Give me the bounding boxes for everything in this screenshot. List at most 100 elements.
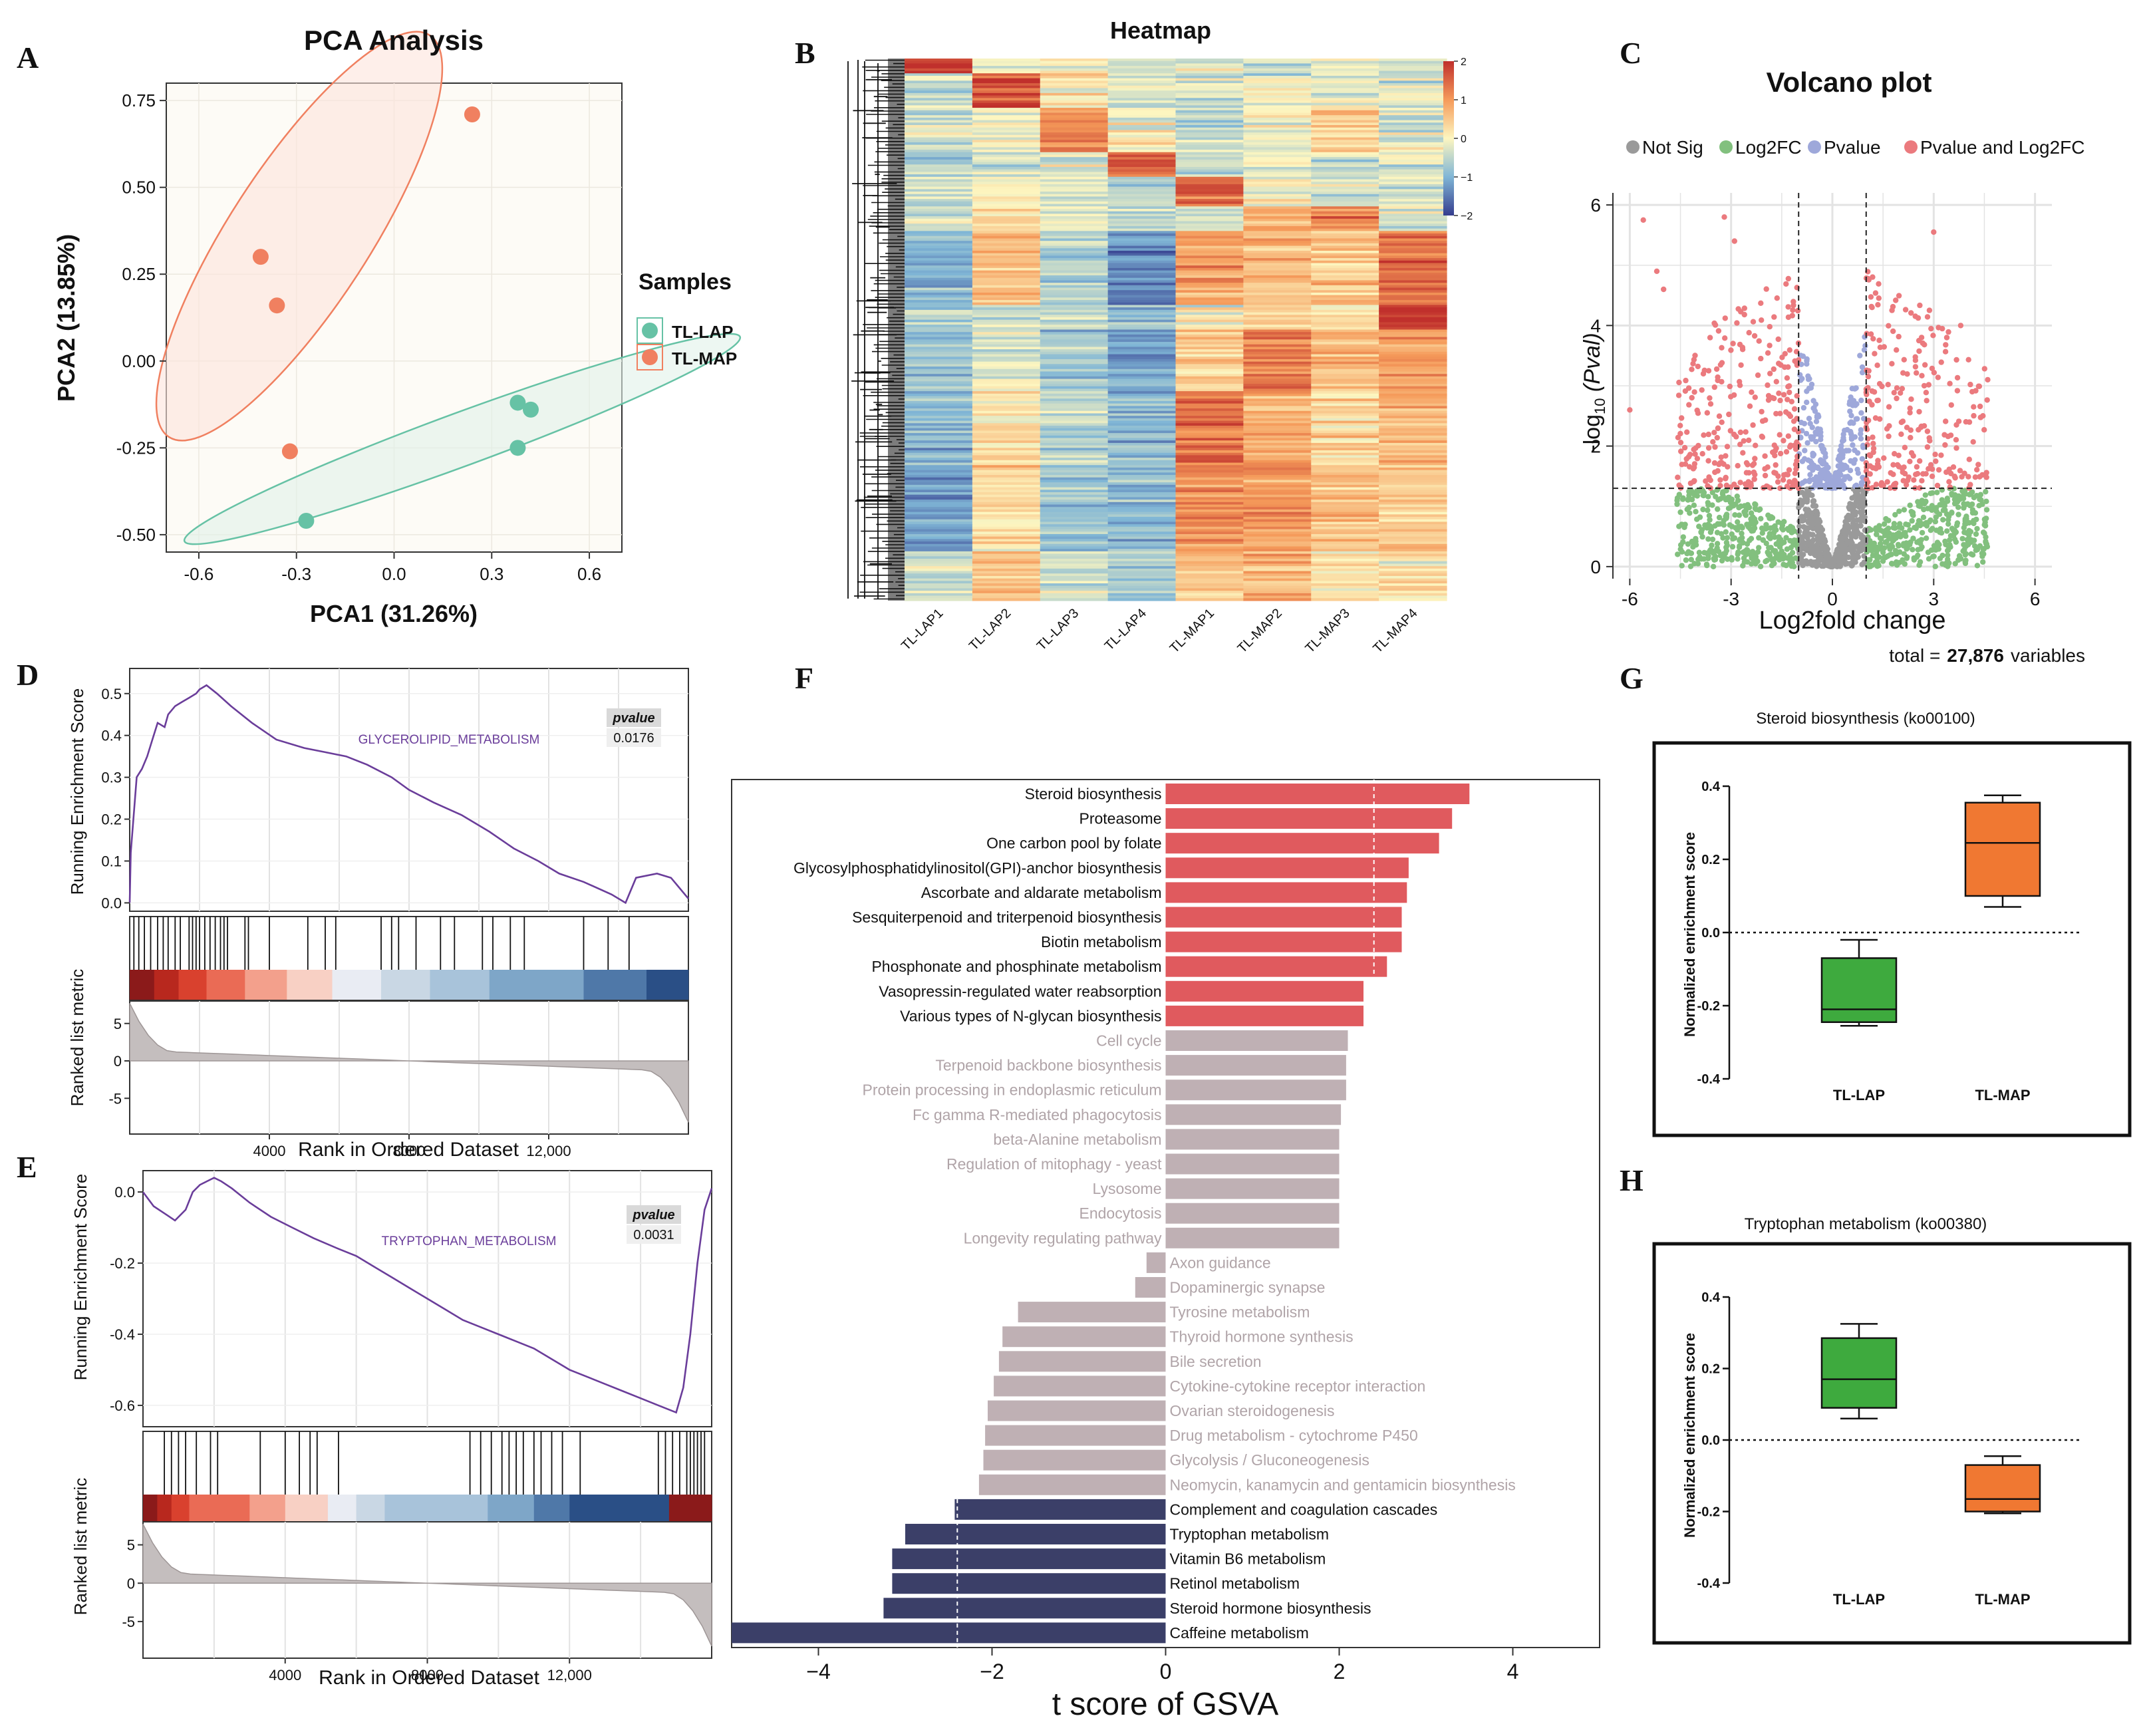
heatmap-cell: [1107, 211, 1177, 214]
heatmap-cell: [1040, 265, 1109, 269]
heatmap-cell: [972, 484, 1041, 488]
volcano-point-both: [1924, 428, 1931, 434]
heatmap-cell: [1311, 376, 1379, 380]
volcano-point-both: [1737, 480, 1743, 486]
heatmap-cell: [1175, 413, 1244, 416]
volcano-point-log2fc: [1874, 531, 1880, 537]
volcano-point-log2fc: [1768, 545, 1774, 551]
volcano-point-both: [1771, 314, 1777, 320]
heatmap-cell: [1379, 263, 1447, 266]
volcano-point-log2fc: [1679, 549, 1685, 555]
volcano-point-both: [1719, 419, 1725, 425]
heatmap-cell: [1311, 241, 1379, 244]
heatmap-cell: [1107, 442, 1177, 446]
volcano-point-log2fc: [1696, 549, 1703, 555]
heatmap-cell: [972, 465, 1041, 468]
heatmap-cell: [1311, 319, 1379, 323]
heatmap-cell: [1379, 460, 1447, 464]
heatmap-column-label: TL-MAP3: [1302, 606, 1352, 656]
heatmap-cell: [905, 223, 973, 227]
heatmap-cell: [1379, 164, 1447, 168]
heatmap-cell: [1311, 465, 1379, 468]
heatmap-cell: [1379, 536, 1447, 539]
volcano-point-both: [1743, 429, 1749, 435]
volcano-point-both: [1894, 385, 1900, 391]
heatmap-cell: [1175, 312, 1244, 315]
heatmap-cell: [1175, 472, 1244, 476]
heatmap-cell: [972, 309, 1041, 313]
heatmap-cell: [1243, 169, 1312, 172]
volcano-point-both: [1730, 341, 1736, 347]
heatmap-cell: [1107, 174, 1177, 178]
heatmap-cell: [1379, 364, 1447, 367]
volcano-point-log2fc: [1716, 514, 1723, 521]
heatmap-cell: [1040, 386, 1109, 389]
heatmap-cell: [1379, 223, 1447, 227]
volcano-point-both: [1787, 389, 1792, 396]
heatmap-cell: [1040, 214, 1109, 217]
heatmap-cell: [1107, 393, 1177, 397]
heatmap-cell: [1175, 364, 1244, 367]
volcano-point-both: [1907, 405, 1913, 411]
heatmap-cell: [1311, 388, 1379, 392]
gsea-d-title: GLYCEROLIPID_METABOLISM: [358, 733, 540, 747]
heatmap-cell: [1243, 408, 1312, 412]
volcano-point-notsig: [1861, 553, 1867, 559]
heatmap-cell: [1040, 400, 1109, 404]
heatmap-cell: [905, 521, 973, 525]
volcano-point-log2fc: [1882, 554, 1889, 561]
volcano-point-pvalue: [1804, 361, 1810, 367]
volcano-point-notsig: [1840, 528, 1846, 535]
volcano-point-both: [1703, 478, 1709, 484]
volcano-point-both: [1701, 367, 1707, 373]
volcano-point-both: [1690, 466, 1697, 472]
volcano-point-notsig: [1810, 503, 1816, 509]
heatmap-cell: [1107, 182, 1177, 185]
heatmap-cell: [1107, 265, 1177, 269]
volcano-point-notsig: [1851, 524, 1857, 530]
heatmap-cell: [905, 433, 973, 436]
volcano-point-log2fc: [1706, 513, 1713, 519]
heatmap-column-label: TL-MAP2: [1235, 606, 1285, 656]
heatmap-cell: [972, 265, 1041, 269]
heatmap-cell: [1379, 482, 1447, 486]
heatmap-cell: [1040, 472, 1109, 476]
heatmap-cell: [1107, 204, 1177, 207]
gsea-e-pvalue: 0.0031: [633, 1228, 674, 1242]
gsea-ytick-label: 0.0: [114, 1184, 135, 1201]
box-h-content: 0.40.20.0-0.2-0.4TL-LAP TL-MAP: [1697, 1290, 2082, 1608]
heatmap-cell: [1107, 92, 1177, 96]
heatmap-cell: [1040, 482, 1109, 486]
heatmap-cell: [905, 108, 973, 111]
volcano-point-pvalue: [1858, 431, 1864, 437]
heatmap-cell: [1040, 490, 1109, 493]
volcano-point-both: [1691, 389, 1697, 395]
heatmap-column-label: TL-MAP4: [1370, 606, 1420, 656]
heatmap-cell: [1311, 102, 1379, 106]
volcano-point-both: [1983, 474, 1989, 480]
heatmap-cell: [1040, 174, 1109, 178]
volcano-point-both: [1756, 338, 1762, 344]
heatmap-cell: [1311, 300, 1379, 303]
heatmap-cell: [905, 507, 973, 510]
heatmap-cell: [1107, 368, 1177, 372]
volcano-point-log2fc: [1973, 547, 1979, 553]
volcano-point-log2fc: [1899, 525, 1905, 531]
volcano-point-log2fc: [1910, 535, 1916, 541]
heatmap-cell: [1243, 144, 1312, 148]
heatmap-cell: [972, 277, 1041, 281]
heatmap-cell: [1243, 364, 1312, 367]
gsva-bar-label: Sesquiterpenoid and triterpenoid biosynt…: [852, 909, 1161, 926]
gsea-d-pvalue-header: pvalue: [612, 711, 654, 726]
heatmap-cell: [1040, 201, 1109, 205]
heatmap-cell: [1243, 591, 1312, 594]
heatmap-cell: [1243, 297, 1312, 301]
heatmap-cell: [972, 147, 1041, 150]
volcano-point-log2fc: [1959, 535, 1965, 542]
heatmap-cell: [1175, 467, 1244, 471]
volcano-point-log2fc: [1681, 524, 1687, 530]
heatmap-cell: [1040, 593, 1109, 597]
gsva-bar-label: Tryptophan metabolism: [1170, 1526, 1329, 1543]
heatmap-cell: [905, 73, 973, 76]
volcano-total-prefix: total =: [1889, 645, 1940, 666]
